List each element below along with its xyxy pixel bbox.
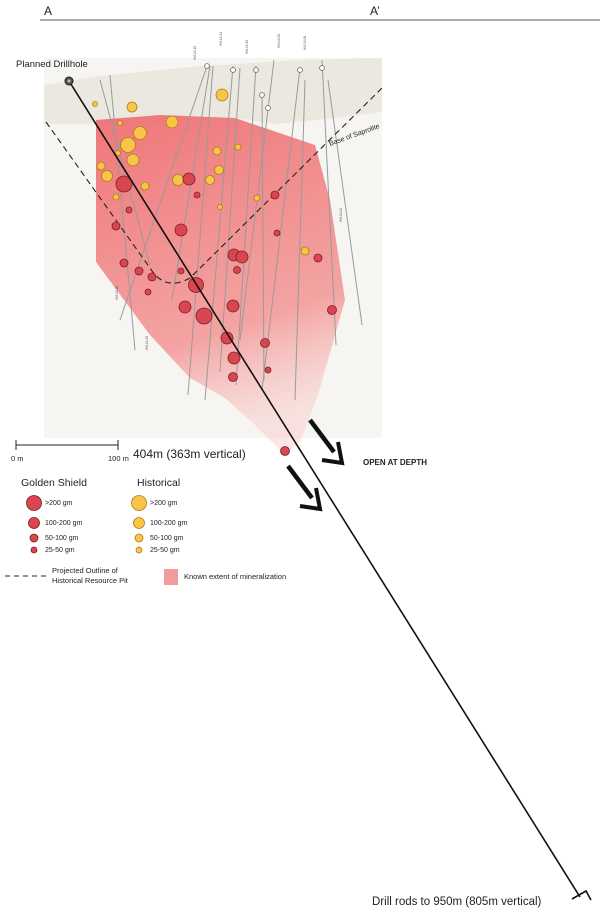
legend-historical-symbols: [131, 495, 147, 554]
open-at-depth-label: OPEN AT DEPTH: [363, 458, 427, 467]
planned-drillhole-label: Planned Drillhole: [16, 59, 88, 70]
section-start-label: A: [44, 4, 52, 18]
legend-hist-item: 50-100 gm: [150, 535, 184, 542]
svg-text:HM-19-18: HM-19-18: [193, 46, 197, 60]
svg-text:HM-19-20: HM-19-20: [115, 286, 119, 300]
planned-drillhole-trace: [68, 80, 581, 898]
svg-text:HM-19-15: HM-19-15: [245, 40, 249, 54]
scale-zero-label: 0 m: [11, 454, 24, 463]
legend-mineralization-swatch: [164, 569, 178, 585]
planned-drillhole-collar: [64, 76, 74, 86]
drillhole-end-label: Drill rods to 950m (805m vertical): [372, 896, 542, 908]
legend-historical-title: Historical: [137, 477, 180, 489]
scale-bar: [15, 440, 119, 450]
legend-golden-shield-symbols: [26, 495, 42, 554]
legend-pit-outline-label: Projected Outline of Historical Resource…: [52, 566, 129, 585]
legend-golden-shield-title: Golden Shield: [21, 477, 87, 489]
legend-gs-item: 25-50 gm: [45, 547, 75, 554]
intercept-label: 404m (363m vertical): [133, 447, 246, 461]
legend-hist-item: 25-50 gm: [150, 547, 180, 554]
svg-text:HM-19-21: HM-19-21: [219, 32, 223, 46]
legend-hist-item: 100-200 gm: [150, 520, 188, 527]
legend-pit-outline-line1: Projected Outline of: [52, 566, 119, 575]
historical-intercepts: [92, 88, 310, 256]
pit-outline: [45, 87, 383, 284]
hole-tags: HM-19-18 HM-19-21 HM-19-15 HM-19-02 HM-1…: [115, 32, 343, 350]
hole-collars: [204, 63, 325, 111]
open-at-depth-arrows: [286, 418, 345, 512]
legend-gs-item: 100-200 gm: [45, 520, 83, 527]
svg-text:HM-19-02: HM-19-02: [277, 34, 281, 48]
historical-drill-traces: [99, 59, 363, 401]
golden-shield-intercepts: [111, 172, 337, 456]
svg-text:HM-19-06: HM-19-06: [303, 36, 307, 50]
legend-pit-outline-line2: Historical Resource Pit: [52, 576, 129, 585]
mineralization-zone: [96, 115, 345, 455]
scale-max-label: 100 m: [108, 454, 129, 463]
legend-gs-item: 50-100 gm: [45, 535, 79, 542]
legend-mineralization-label: Known extent of mineralization: [184, 572, 286, 581]
section-end-label: A’: [370, 4, 380, 18]
svg-text:HM-19-22: HM-19-22: [145, 336, 149, 350]
legend-gs-item: >200 gm: [45, 500, 73, 507]
drillhole-end-tick: [571, 889, 592, 901]
legend-hist-item: >200 gm: [150, 500, 178, 507]
svg-text:HM-19-04: HM-19-04: [339, 208, 343, 222]
